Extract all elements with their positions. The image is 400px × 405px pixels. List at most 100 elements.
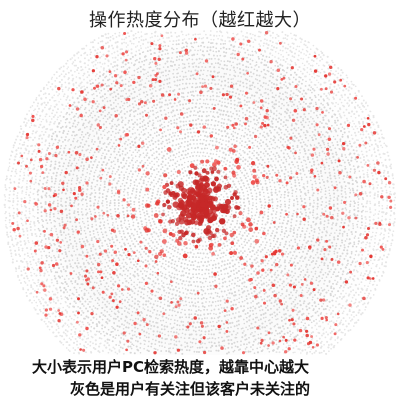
gray-dot (132, 263, 136, 266)
gray-dot (192, 304, 195, 307)
gray-dot (100, 113, 103, 116)
gray-dot (291, 138, 294, 141)
gray-dot (157, 143, 160, 146)
gray-dot (89, 204, 92, 207)
gray-dot (145, 221, 148, 224)
gray-dot (181, 78, 184, 81)
gray-dot (238, 226, 241, 229)
gray-dot (257, 121, 260, 124)
gray-dot (210, 148, 213, 151)
gray-dot (89, 160, 93, 163)
gray-dot (131, 103, 134, 105)
gray-dot (209, 177, 212, 180)
gray-dot (244, 335, 246, 337)
gray-dot (288, 211, 291, 214)
gray-dot (230, 194, 232, 196)
gray-dot (324, 171, 327, 174)
gray-dot (147, 107, 149, 109)
gray-dot (187, 160, 190, 163)
gray-dot (166, 66, 169, 68)
gray-dot (227, 219, 230, 221)
gray-dot (101, 199, 104, 202)
gray-dot (243, 95, 246, 97)
gray-dot (251, 84, 254, 87)
gray-dot (99, 280, 102, 283)
gray-dot (198, 346, 201, 349)
gray-dot (169, 237, 171, 240)
gray-dot (249, 71, 252, 74)
gray-dot (265, 127, 268, 129)
gray-dot (207, 89, 210, 92)
gray-dot (67, 244, 70, 247)
gray-dot (72, 230, 75, 233)
gray-dot (180, 154, 183, 157)
gray-dot (192, 98, 195, 101)
gray-dot (135, 104, 138, 106)
gray-dot (278, 146, 281, 149)
gray-dot (242, 201, 245, 204)
gray-dot (126, 311, 129, 314)
gray-dot (255, 74, 258, 77)
gray-dot (217, 120, 220, 123)
gray-dot (114, 99, 117, 102)
gray-dot (164, 273, 167, 276)
gray-dot (176, 289, 179, 292)
gray-dot (144, 109, 146, 112)
gray-dot (90, 239, 93, 242)
gray-dot (217, 88, 220, 91)
gray-dot (82, 122, 85, 125)
gray-dot (142, 140, 144, 142)
gray-dot (86, 131, 89, 135)
gray-dot (299, 211, 302, 214)
gray-dot (277, 154, 280, 157)
gray-dot (187, 251, 189, 254)
gray-dot (314, 270, 317, 273)
gray-dot (84, 178, 87, 181)
gray-dot (255, 100, 258, 103)
gray-dot (202, 94, 205, 97)
gray-dot (298, 281, 300, 284)
gray-dot (110, 147, 112, 150)
gray-dot (197, 297, 200, 300)
gray-dot (263, 298, 266, 300)
gray-dot (108, 251, 111, 254)
gray-dot (292, 103, 295, 106)
gray-dot (235, 324, 238, 327)
gray-dot (322, 163, 325, 166)
gray-dot (218, 66, 220, 69)
gray-dot (264, 201, 267, 204)
gray-dot (154, 339, 157, 342)
gray-dot (79, 265, 82, 268)
gray-dot (313, 228, 316, 231)
gray-dot (209, 70, 212, 73)
gray-dot (159, 109, 162, 112)
gray-dot (90, 237, 93, 239)
gray-dot (255, 192, 258, 195)
gray-dot (245, 109, 249, 112)
gray-dot (102, 236, 105, 239)
gray-dot (101, 306, 104, 309)
gray-dot (236, 298, 238, 301)
gray-dot (83, 269, 86, 273)
gray-dot (77, 198, 79, 201)
gray-dot (216, 88, 219, 91)
gray-dot (217, 316, 220, 319)
gray-dot (208, 114, 210, 117)
gray-dot (128, 298, 130, 301)
gray-dot (309, 176, 312, 179)
gray-dot (233, 69, 236, 72)
gray-dot (203, 139, 205, 141)
gray-dot (256, 283, 259, 287)
gray-dot (124, 153, 127, 156)
gray-dot (274, 141, 277, 144)
gray-dot (291, 245, 294, 248)
gray-dot (236, 248, 238, 250)
gray-dot (204, 292, 207, 295)
gray-dot (274, 259, 277, 261)
gray-dot (238, 191, 241, 194)
gray-dot (311, 131, 314, 133)
gray-dot (83, 143, 86, 146)
gray-dot (81, 217, 84, 220)
gray-dot (316, 156, 319, 159)
gray-dot (179, 158, 182, 161)
